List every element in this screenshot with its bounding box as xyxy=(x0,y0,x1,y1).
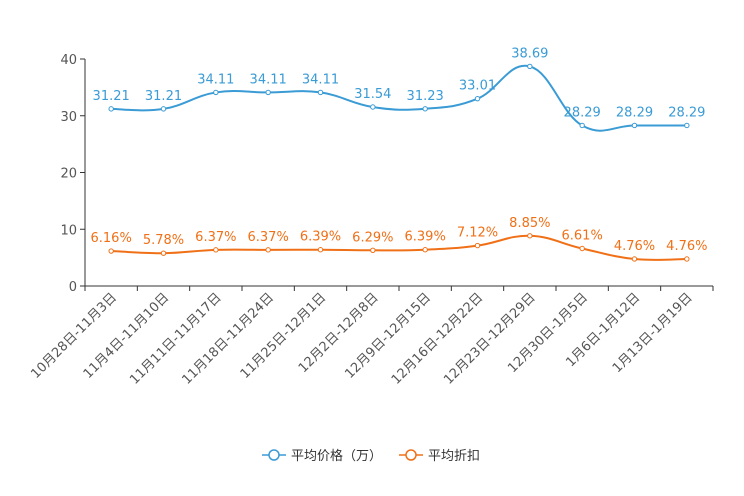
data-label: 31.54 xyxy=(354,87,391,102)
data-point xyxy=(214,248,218,252)
data-label: 38.69 xyxy=(511,46,548,61)
data-point xyxy=(475,243,479,247)
data-label: 6.61% xyxy=(562,228,603,243)
y-tick-label: 10 xyxy=(60,223,77,238)
data-label: 31.23 xyxy=(407,89,444,104)
data-point xyxy=(109,249,113,253)
data-label: 4.76% xyxy=(614,239,655,254)
y-tick-label: 40 xyxy=(60,53,77,68)
data-label: 33.01 xyxy=(459,79,496,94)
data-label: 7.12% xyxy=(457,226,498,241)
data-label: 34.11 xyxy=(197,72,234,87)
data-label: 6.39% xyxy=(405,230,446,245)
data-point xyxy=(528,64,532,68)
data-point xyxy=(109,107,113,111)
legend[interactable]: 平均价格（万） 平均折扣 xyxy=(262,448,480,464)
data-point xyxy=(161,107,165,111)
data-point xyxy=(632,257,636,261)
data-point xyxy=(580,246,584,250)
data-label: 28.29 xyxy=(564,105,601,120)
data-label: 31.21 xyxy=(93,89,130,104)
legend-item-1[interactable]: 平均折扣 xyxy=(399,449,480,464)
data-point xyxy=(475,96,479,100)
legend-marker-icon xyxy=(406,450,416,460)
legend-label: 平均折扣 xyxy=(428,449,480,464)
data-point xyxy=(580,123,584,127)
y-tick-label: 0 xyxy=(69,280,77,295)
data-label: 6.29% xyxy=(352,230,393,245)
y-tick-label: 20 xyxy=(60,167,77,182)
data-point xyxy=(266,248,270,252)
data-label: 31.21 xyxy=(145,89,182,104)
x-category-label: 10月28日-11月3日 xyxy=(28,290,120,382)
series-0: 31.21 31.21 34.11 34.11 34.11 31.54 31.23 33.01… xyxy=(93,46,706,130)
data-point xyxy=(632,123,636,127)
data-label: 34.11 xyxy=(250,72,287,87)
data-point xyxy=(318,248,322,252)
axes: 01020304010月28日-11月3日11月4日-11月10日11月11日-… xyxy=(28,53,713,388)
legend-marker-icon xyxy=(269,450,279,460)
legend-label: 平均价格（万） xyxy=(291,448,382,464)
data-label: 34.11 xyxy=(302,72,339,87)
y-tick-label: 30 xyxy=(60,110,77,125)
data-point xyxy=(161,251,165,255)
legend-item-0[interactable]: 平均价格（万） xyxy=(262,448,382,464)
data-point xyxy=(685,123,689,127)
data-point xyxy=(371,248,375,252)
data-point xyxy=(423,248,427,252)
x-category-label: 11月11日-11月17日 xyxy=(127,290,224,387)
data-label: 28.29 xyxy=(668,105,705,120)
x-category-label: 12月23日-12月29日 xyxy=(441,290,538,387)
data-point xyxy=(685,257,689,261)
data-label: 8.85% xyxy=(509,216,550,231)
series-layer: 31.21 31.21 34.11 34.11 34.11 31.54 31.23 33.01… xyxy=(91,46,708,261)
data-point xyxy=(266,90,270,94)
data-point xyxy=(423,107,427,111)
series-1: 6.16% 5.78% 6.37% 6.37% 6.39% 6.29% 6.39% 7.12%… xyxy=(91,216,708,261)
data-point xyxy=(371,105,375,109)
line-chart: 01020304010月28日-11月3日11月4日-11月10日11月11日-… xyxy=(0,0,744,496)
data-point xyxy=(318,90,322,94)
data-point xyxy=(214,90,218,94)
chart-container: 0 10 20 30 40 10月28日-11月3日 11月4日-11月10日 11月11日-… xyxy=(0,0,744,496)
data-label: 4.76% xyxy=(666,239,707,254)
data-label: 6.16% xyxy=(91,231,132,246)
data-point xyxy=(528,234,532,238)
data-label: 5.78% xyxy=(143,233,184,248)
data-label: 6.37% xyxy=(248,230,289,245)
data-label: 28.29 xyxy=(616,105,653,120)
x-category-label: 11月18日-11月24日 xyxy=(180,290,277,387)
x-category-label: 12月16日-12月22日 xyxy=(389,290,486,387)
data-label: 6.37% xyxy=(195,230,236,245)
data-label: 6.39% xyxy=(300,230,341,245)
